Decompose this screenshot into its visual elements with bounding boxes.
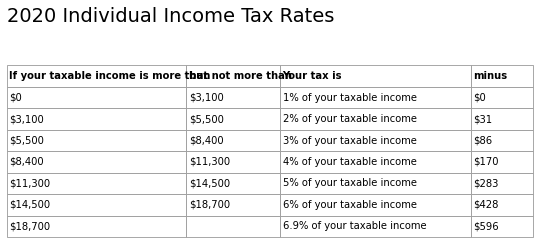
Text: If your taxable income is more than: If your taxable income is more than [9, 71, 210, 81]
Text: 2020 Individual Income Tax Rates: 2020 Individual Income Tax Rates [7, 7, 334, 26]
Bar [7, 194, 186, 216]
Text: $283: $283 [473, 178, 498, 189]
Bar [186, 108, 280, 130]
Bar [7, 173, 186, 194]
Bar [280, 108, 471, 130]
Text: 6% of your taxable income: 6% of your taxable income [283, 200, 416, 210]
Bar [280, 151, 471, 173]
Bar [280, 173, 471, 194]
Text: $14,500: $14,500 [189, 178, 230, 189]
Text: $596: $596 [473, 221, 499, 231]
Bar [7, 130, 186, 151]
Text: $0: $0 [473, 92, 486, 103]
Text: $3,100: $3,100 [9, 114, 43, 124]
Bar [280, 194, 471, 216]
Bar [7, 216, 186, 237]
Text: Your tax is: Your tax is [283, 71, 342, 81]
Bar [186, 151, 280, 173]
Text: $3,100: $3,100 [189, 92, 223, 103]
Text: $11,300: $11,300 [189, 157, 230, 167]
Bar [471, 216, 532, 237]
Text: $8,400: $8,400 [189, 136, 223, 145]
Bar [280, 87, 471, 108]
Text: $428: $428 [473, 200, 498, 210]
Text: $14,500: $14,500 [9, 200, 50, 210]
Bar [280, 216, 471, 237]
Text: $0: $0 [9, 92, 21, 103]
Bar [471, 87, 532, 108]
Text: $18,700: $18,700 [9, 221, 50, 231]
Bar [471, 194, 532, 216]
Text: $5,500: $5,500 [9, 136, 43, 145]
Text: $5,500: $5,500 [189, 114, 223, 124]
Bar [7, 87, 186, 108]
Text: 3% of your taxable income: 3% of your taxable income [283, 136, 416, 145]
Bar [186, 65, 280, 87]
Text: 2% of your taxable income: 2% of your taxable income [283, 114, 416, 124]
Text: $31: $31 [473, 114, 492, 124]
Text: $170: $170 [473, 157, 499, 167]
Text: $86: $86 [473, 136, 492, 145]
Bar [471, 108, 532, 130]
Bar [471, 130, 532, 151]
Text: minus: minus [473, 71, 507, 81]
Text: $11,300: $11,300 [9, 178, 50, 189]
Bar [471, 65, 532, 87]
Bar [186, 216, 280, 237]
Bar [7, 151, 186, 173]
Text: 5% of your taxable income: 5% of your taxable income [283, 178, 416, 189]
Bar [186, 173, 280, 194]
Text: $18,700: $18,700 [189, 200, 230, 210]
Bar [186, 87, 280, 108]
Bar [186, 194, 280, 216]
Bar [280, 65, 471, 87]
Bar [186, 130, 280, 151]
Bar [7, 65, 186, 87]
Bar [471, 151, 532, 173]
Text: 4% of your taxable income: 4% of your taxable income [283, 157, 416, 167]
Text: 1% of your taxable income: 1% of your taxable income [283, 92, 416, 103]
Text: but not more than: but not more than [189, 71, 292, 81]
Text: $8,400: $8,400 [9, 157, 43, 167]
Bar [471, 173, 532, 194]
Bar [280, 130, 471, 151]
Text: 6.9% of your taxable income: 6.9% of your taxable income [283, 221, 426, 231]
Bar [7, 108, 186, 130]
